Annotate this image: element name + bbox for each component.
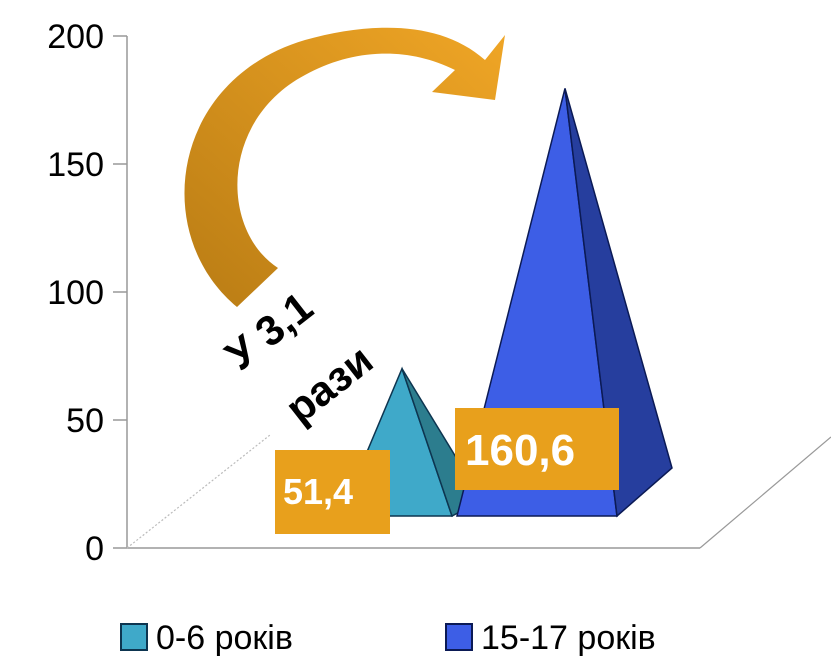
legend-swatch-15-17	[445, 623, 473, 651]
y-axis-ticks	[113, 35, 127, 549]
legend-swatch-0-6	[120, 623, 148, 651]
legend-label: 15-17 років	[481, 619, 656, 657]
legend: 0-6 років 15-17 років	[120, 619, 656, 657]
growth-arrow	[184, 27, 505, 307]
legend-label: 0-6 років	[156, 619, 293, 657]
data-label-0-6: 51,4	[275, 450, 390, 534]
data-label-15-17: 160,6	[455, 408, 619, 490]
y-tick-label: 200	[47, 18, 104, 56]
y-tick-label: 100	[47, 274, 104, 312]
y-tick-label: 150	[47, 146, 104, 184]
data-label-value: 160,6	[465, 426, 575, 475]
ratio-annotation-line2: рази	[277, 336, 382, 432]
data-label-value: 51,4	[283, 471, 353, 512]
y-tick-label: 50	[66, 402, 104, 440]
y-tick-label: 0	[85, 530, 104, 568]
floor-plane	[126, 434, 831, 549]
